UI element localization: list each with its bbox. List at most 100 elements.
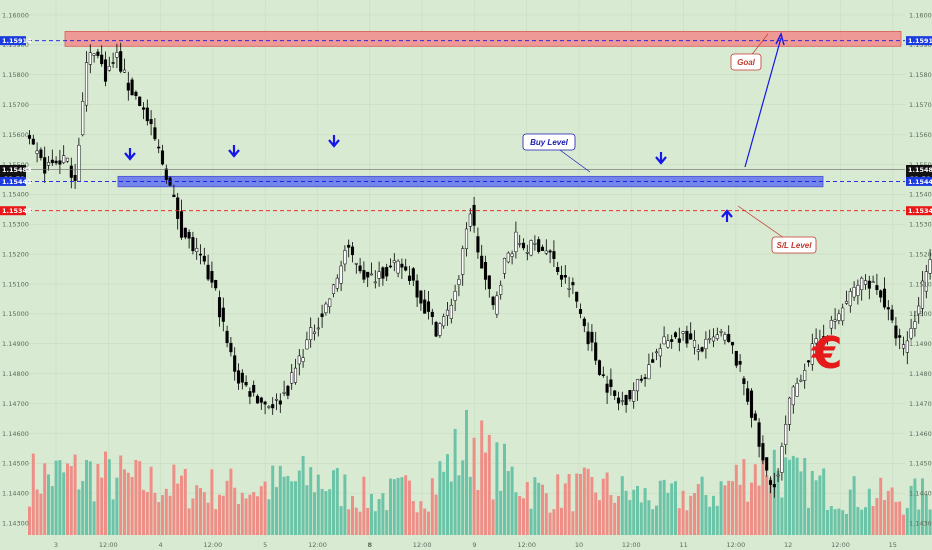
volume-bar xyxy=(354,507,358,535)
volume-bar xyxy=(430,478,434,535)
candle-body xyxy=(62,155,66,163)
candle-body xyxy=(871,281,875,283)
candle-body xyxy=(316,327,320,330)
current-price-tag-text: 1.15483 xyxy=(2,166,32,174)
candle-body xyxy=(115,52,119,58)
volume-bar xyxy=(221,495,225,535)
candle-body xyxy=(312,331,317,335)
candle-body xyxy=(480,255,484,269)
volume-bar xyxy=(875,498,879,535)
volume-bar xyxy=(856,507,860,535)
volume-bar xyxy=(50,486,54,535)
candle-body xyxy=(757,422,761,447)
volume-bar xyxy=(704,495,708,535)
volume-bar xyxy=(142,489,145,535)
volume-bar xyxy=(58,460,62,535)
candle-body xyxy=(890,309,894,321)
candle-body xyxy=(917,305,921,315)
euro-symbol: € xyxy=(811,328,843,379)
volume-bar xyxy=(636,486,639,535)
volume-bar xyxy=(400,477,404,535)
x-tick-label: 10 xyxy=(575,541,583,549)
stop-callout: S/L Level xyxy=(737,205,817,254)
volume-bar xyxy=(104,451,107,535)
candle-body xyxy=(396,260,400,274)
candle-body xyxy=(392,260,396,263)
candle-body xyxy=(685,330,689,344)
axes: 1.16000 1.16000 1.15900 1.15900 1.15800 1.158… xyxy=(0,11,932,549)
volume-bar xyxy=(73,454,77,535)
candle-body xyxy=(772,484,776,488)
candle-body xyxy=(632,390,636,402)
volume-bar xyxy=(757,485,761,535)
candle-body xyxy=(575,291,579,302)
candle-body xyxy=(134,91,138,97)
volume-bar xyxy=(883,499,886,535)
candle-body xyxy=(833,319,837,322)
candle-body xyxy=(776,474,780,477)
volume-bar xyxy=(92,501,96,535)
volume-bar xyxy=(465,409,468,535)
candle-body xyxy=(278,400,282,405)
candle-body xyxy=(225,330,229,344)
candle-body xyxy=(320,313,324,317)
candle-body xyxy=(533,243,537,245)
goal-callout-box xyxy=(730,53,762,71)
candle-body xyxy=(46,162,51,166)
volume-bar xyxy=(746,501,750,535)
volume-bar xyxy=(130,477,134,535)
volume-bar xyxy=(917,509,921,535)
candle-body xyxy=(662,336,666,345)
candle-body xyxy=(176,197,180,219)
candle-body xyxy=(506,252,510,263)
volume-bar xyxy=(541,484,544,535)
candle-body xyxy=(214,280,218,289)
volume-bar xyxy=(928,509,932,535)
candle-body xyxy=(768,480,773,485)
volume-bar xyxy=(537,482,541,535)
volume-bar xyxy=(495,442,499,535)
volume-bar xyxy=(590,476,594,535)
volume-bar xyxy=(434,494,438,535)
arrow-head xyxy=(721,209,733,218)
volume-bar xyxy=(88,461,92,535)
candle-body xyxy=(157,146,161,149)
volume-bar xyxy=(176,483,180,535)
candle-body xyxy=(514,231,518,253)
volume-bar xyxy=(218,494,221,535)
volume-bar xyxy=(879,477,883,535)
candle-body xyxy=(274,398,279,401)
y-tick-label: 1.15000 xyxy=(2,310,29,318)
candle-body xyxy=(423,299,427,314)
volume-bar xyxy=(560,507,563,535)
candle-body xyxy=(548,250,552,253)
down-arrow-icon xyxy=(228,145,240,158)
candle-body xyxy=(96,51,100,56)
volume-bar xyxy=(161,495,164,535)
candle-body xyxy=(73,175,77,181)
volume-bar xyxy=(913,478,917,535)
y-tick-label: 1.14600 xyxy=(909,430,932,438)
volume-bar xyxy=(909,485,913,535)
buy-callout: Buy Level xyxy=(522,133,591,173)
candle-body xyxy=(905,340,909,353)
candle-body xyxy=(69,165,73,178)
candle-body xyxy=(472,204,476,226)
candle-body xyxy=(791,386,795,406)
x-tick-label: 3 xyxy=(54,541,58,549)
annotations: Goal Buy Level S/L Level € xyxy=(522,33,843,379)
volume-bar xyxy=(290,481,294,535)
candle-body xyxy=(894,325,898,339)
candle-body xyxy=(259,397,263,403)
volume-bar xyxy=(111,499,115,535)
candle-body xyxy=(647,364,651,380)
volume-bar xyxy=(571,511,575,535)
candle-body xyxy=(217,297,222,318)
x-tick-label: 9 xyxy=(472,541,476,549)
volume-bar xyxy=(643,488,647,535)
candle-body xyxy=(464,228,469,249)
volume-bar xyxy=(301,456,305,535)
volume-bar xyxy=(484,452,487,535)
candle-body xyxy=(149,119,153,125)
volume-bar xyxy=(43,463,47,535)
